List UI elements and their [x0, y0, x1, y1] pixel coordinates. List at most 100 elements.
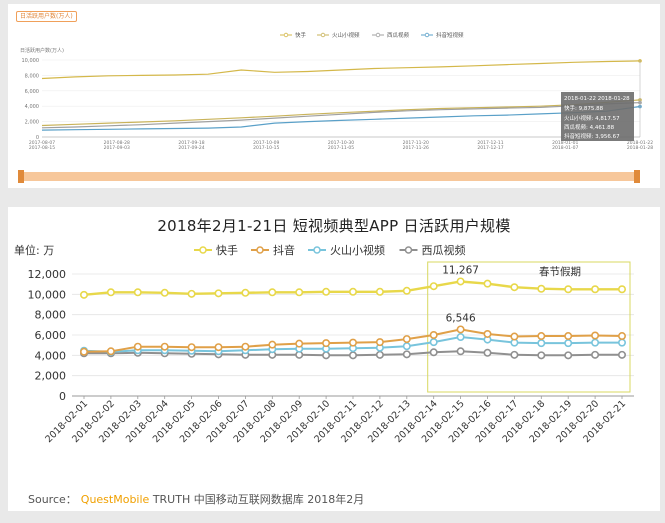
bottom-data-point: [322, 351, 331, 360]
top-x-tick: 2017-12-17: [477, 145, 503, 151]
top-chart-badge: 日活跃用户数(万人): [16, 11, 77, 22]
bottom-data-point: [456, 347, 465, 356]
bottom-data-label: 11,267: [442, 264, 479, 276]
top-legend-label[interactable]: 西瓜视频: [387, 31, 410, 39]
bottom-legend-label[interactable]: 西瓜视频: [422, 243, 466, 257]
bottom-chart-panel: 2018年2月1-21日 短视频典型APP 日活跃用户规模 单位: 万 快手 抖音…: [8, 207, 660, 511]
bottom-data-point: [80, 290, 89, 299]
bottom-data-point: [617, 332, 626, 341]
bottom-data-point: [537, 339, 546, 348]
top-series-line: [41, 105, 641, 131]
bottom-data-point: [160, 342, 169, 351]
bottom-y-tick: 8,000: [35, 309, 67, 322]
bottom-data-point: [348, 351, 357, 360]
holiday-highlight: 春节假期: [427, 261, 631, 393]
bottom-data-point: [375, 338, 384, 347]
top-x-tick: 2017-12-11: [477, 140, 503, 146]
top-x-tick: 2017-09-18: [178, 140, 204, 146]
tooltip-header: 2018-01-22 2018-01-28: [564, 96, 630, 102]
bottom-data-point: [591, 331, 600, 340]
bottom-data-point: [510, 283, 519, 292]
bottom-data-point: [187, 343, 196, 352]
top-zoom-handle-left[interactable]: [18, 170, 24, 183]
top-legend-label[interactable]: 火山小视频: [332, 31, 360, 39]
top-x-tick: 2017-10-15: [253, 145, 279, 151]
top-y-label: 日活跃用户数(万人): [20, 47, 64, 54]
top-zoom-slider[interactable]: [18, 172, 640, 181]
bottom-data-point: [214, 343, 223, 352]
bottom-data-point: [564, 339, 573, 348]
top-x-tick: 2018-01-01: [552, 140, 578, 146]
top-x-tick: 2017-10-30: [328, 140, 354, 146]
bottom-legend: 快手 抖音 火山小视频 西瓜视频: [194, 243, 466, 257]
top-legend-label[interactable]: 抖音短视频: [436, 31, 464, 39]
top-y-tick: 8,000: [25, 73, 39, 79]
bottom-data-point: [456, 277, 465, 286]
bottom-data-point: [483, 348, 492, 357]
bottom-data-point: [187, 289, 196, 298]
top-x-tick: 2017-09-24: [178, 145, 204, 151]
source-suffix: TRUTH 中国移动互联网数据库 2018年2月: [152, 493, 365, 506]
top-zoom-handle-right[interactable]: [634, 170, 640, 183]
bottom-data-point: [106, 347, 115, 356]
source-prefix: Source：: [28, 493, 77, 506]
bottom-data-point: [106, 288, 115, 297]
bottom-data-point: [322, 339, 331, 348]
bottom-data-point: [322, 287, 331, 296]
bottom-y-tick: 12,000: [28, 268, 67, 281]
bottom-data-point: [402, 335, 411, 344]
bottom-data-point: [402, 342, 411, 351]
bottom-data-point: [483, 279, 492, 288]
bottom-y-tick: 6,000: [35, 329, 67, 342]
top-x-tick: 2017-11-05: [328, 145, 354, 151]
bottom-data-point: [537, 351, 546, 360]
top-legend-label[interactable]: 快手: [295, 31, 307, 39]
bottom-data-point: [160, 288, 169, 297]
bottom-data-point: [564, 285, 573, 294]
bottom-legend-label[interactable]: 快手: [216, 243, 238, 257]
bottom-data-point: [295, 288, 304, 297]
bottom-data-point: [295, 339, 304, 348]
bottom-data-point: [268, 288, 277, 297]
bottom-data-point: [214, 289, 223, 298]
bottom-y-tick: 0: [59, 390, 66, 403]
bottom-data-point: [375, 350, 384, 359]
bottom-y-tick: 4,000: [35, 349, 67, 362]
bottom-data-point: [348, 287, 357, 296]
bottom-data-point: [429, 331, 438, 340]
bottom-legend-label[interactable]: 抖音: [273, 243, 295, 257]
top-y-tick: 0: [36, 135, 39, 141]
top-series-line: [41, 60, 641, 80]
bottom-data-point: [348, 338, 357, 347]
holiday-label: 春节假期: [539, 265, 581, 278]
bottom-data-point: [133, 288, 142, 297]
bottom-legend-label[interactable]: 火山小视频: [330, 243, 385, 257]
bottom-data-point: [591, 350, 600, 359]
bottom-chart-title: 2018年2月1-21日 短视频典型APP 日活跃用户规模: [157, 217, 511, 235]
bottom-data-point: [429, 348, 438, 357]
bottom-data-point: [537, 284, 546, 293]
bottom-data-point: [510, 332, 519, 341]
top-chart-panel: 日活跃用户数(万人) 日活跃用户数(万人) 0 2,000 4,000 6,000 8,0…: [8, 4, 660, 188]
bottom-data-point: [591, 338, 600, 347]
bottom-data-point: [80, 347, 89, 356]
top-y-tick: 4,000: [25, 104, 39, 110]
bottom-data-point: [402, 350, 411, 359]
top-y-tick: 2,000: [25, 120, 39, 126]
top-x-tick: 2017-10-09: [253, 140, 279, 146]
top-x-tick: 2018-01-22: [627, 140, 653, 146]
top-x-tick: 2017-09-03: [104, 145, 130, 151]
bottom-data-point: [375, 287, 384, 296]
top-x-tick: 2017-11-26: [403, 145, 429, 151]
tooltip-row: 抖音短视频: 3,956.67: [564, 132, 620, 140]
bottom-series-lines: 11,267 6,546: [80, 264, 626, 360]
top-x-tick: 2017-08-15: [29, 145, 55, 151]
top-series-line: [41, 99, 641, 127]
bottom-data-point: [537, 332, 546, 341]
tooltip-row: 西瓜视频: 4,461.88: [564, 123, 615, 131]
bottom-y-tick: 10,000: [28, 288, 67, 301]
bottom-data-point: [402, 286, 411, 295]
top-y-tick: 10,000: [22, 58, 40, 64]
bottom-data-label: 6,546: [446, 312, 476, 324]
bottom-data-point: [564, 351, 573, 360]
